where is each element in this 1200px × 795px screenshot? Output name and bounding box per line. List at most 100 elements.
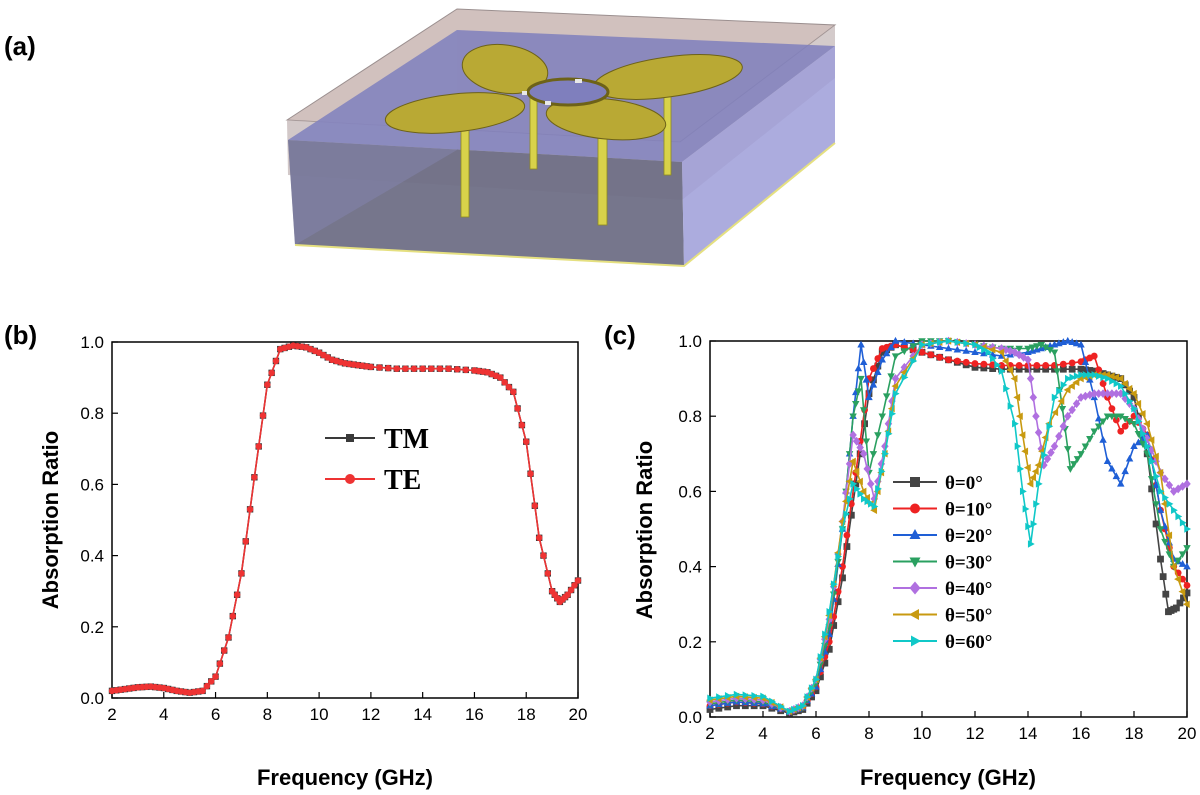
data-point: [1026, 480, 1034, 488]
data-point: [985, 348, 993, 357]
y-tick-label: 0.8: [80, 404, 104, 423]
data-point: [830, 622, 838, 629]
x-tick-label: 20: [569, 705, 588, 724]
data-point: [777, 702, 785, 711]
data-point: [882, 349, 891, 357]
data-point: [1056, 387, 1063, 395]
data-point: [847, 500, 855, 508]
data-point: [813, 675, 821, 684]
data-point: [870, 506, 878, 514]
data-point: [1077, 365, 1085, 373]
data-point: [830, 580, 838, 588]
data-point: [1090, 367, 1098, 375]
x-tick-label: 16: [1072, 724, 1091, 743]
data-point: [1003, 384, 1010, 393]
data-point: [1042, 365, 1050, 373]
data-point: [1126, 397, 1134, 405]
data-point: [505, 383, 513, 391]
x-tick-label: 12: [966, 724, 985, 743]
data-point: [859, 449, 868, 459]
data-point: [384, 364, 392, 372]
data-point: [834, 598, 842, 606]
data-point: [1024, 365, 1032, 373]
data-point: [887, 343, 895, 350]
data-point: [953, 357, 961, 365]
x-tick-label: 4: [159, 705, 168, 724]
data-point: [1125, 418, 1134, 426]
x-tick-label: 2: [107, 705, 116, 724]
data-point: [839, 563, 846, 570]
data-point: [874, 368, 882, 376]
data-point: [971, 363, 979, 371]
data-point: [1015, 362, 1023, 369]
data-point: [1037, 342, 1045, 349]
data-point: [238, 570, 245, 577]
data-point: [852, 436, 861, 446]
data-point: [1171, 506, 1178, 514]
data-point: [1069, 373, 1077, 382]
data-point: [843, 543, 851, 550]
data-point: [246, 506, 254, 513]
data-point: [1094, 423, 1103, 431]
data-point: [1156, 506, 1165, 513]
data-point: [928, 339, 935, 348]
data-point: [1055, 431, 1063, 441]
x-tick-label: 6: [811, 724, 820, 743]
data-point: [255, 443, 262, 450]
data-point: [1090, 428, 1098, 436]
data-point: [972, 341, 980, 349]
data-point: [852, 467, 860, 476]
data-point: [868, 500, 875, 508]
data-point: [716, 693, 723, 701]
data-point: [1050, 349, 1059, 357]
data-point: [574, 577, 582, 584]
legend-label-te: TE: [384, 465, 421, 496]
series-0: [108, 342, 582, 696]
data-point: [843, 510, 851, 518]
data-point: [1148, 485, 1156, 493]
data-point: [760, 692, 768, 701]
data-point: [1161, 474, 1169, 484]
data-point: [1050, 441, 1059, 451]
legend-label: θ=50°: [945, 606, 992, 627]
data-point: [1030, 520, 1038, 528]
data-point: [869, 451, 878, 458]
x-tick-label: 18: [517, 705, 536, 724]
data-point: [1174, 575, 1181, 583]
data-point: [1166, 500, 1174, 508]
data-point: [212, 673, 219, 680]
data-point: [733, 690, 741, 699]
data-point: [445, 365, 452, 372]
data-point: [1064, 336, 1072, 344]
data-point: [859, 407, 868, 415]
data-point: [268, 369, 275, 377]
data-point: [877, 459, 886, 469]
y-tick-label: 0.8: [678, 407, 702, 426]
data-point: [944, 344, 953, 352]
data-point: [1013, 393, 1021, 402]
data-point: [1064, 411, 1072, 421]
data-point: [769, 697, 776, 706]
data-point: [419, 365, 426, 372]
data-point: [1112, 472, 1121, 480]
data-point: [742, 691, 750, 699]
data-point: [891, 374, 900, 384]
data-point: [251, 474, 258, 481]
data-point: [1023, 463, 1031, 472]
data-point: [1152, 452, 1159, 461]
data-point: [1165, 480, 1174, 490]
data-point: [936, 353, 944, 361]
data-point: [1134, 399, 1142, 408]
data-point: [981, 346, 988, 354]
data-point: [1033, 365, 1041, 373]
data-point: [817, 673, 824, 681]
data-point: [1103, 457, 1112, 465]
data-point: [1081, 358, 1090, 366]
data-point: [1058, 405, 1067, 413]
legend-label: θ=40°: [945, 579, 992, 600]
data-point: [1033, 362, 1041, 369]
data-point: [821, 659, 829, 667]
data-point: [900, 338, 909, 345]
data-point: [891, 382, 899, 390]
data-point: [882, 393, 891, 401]
